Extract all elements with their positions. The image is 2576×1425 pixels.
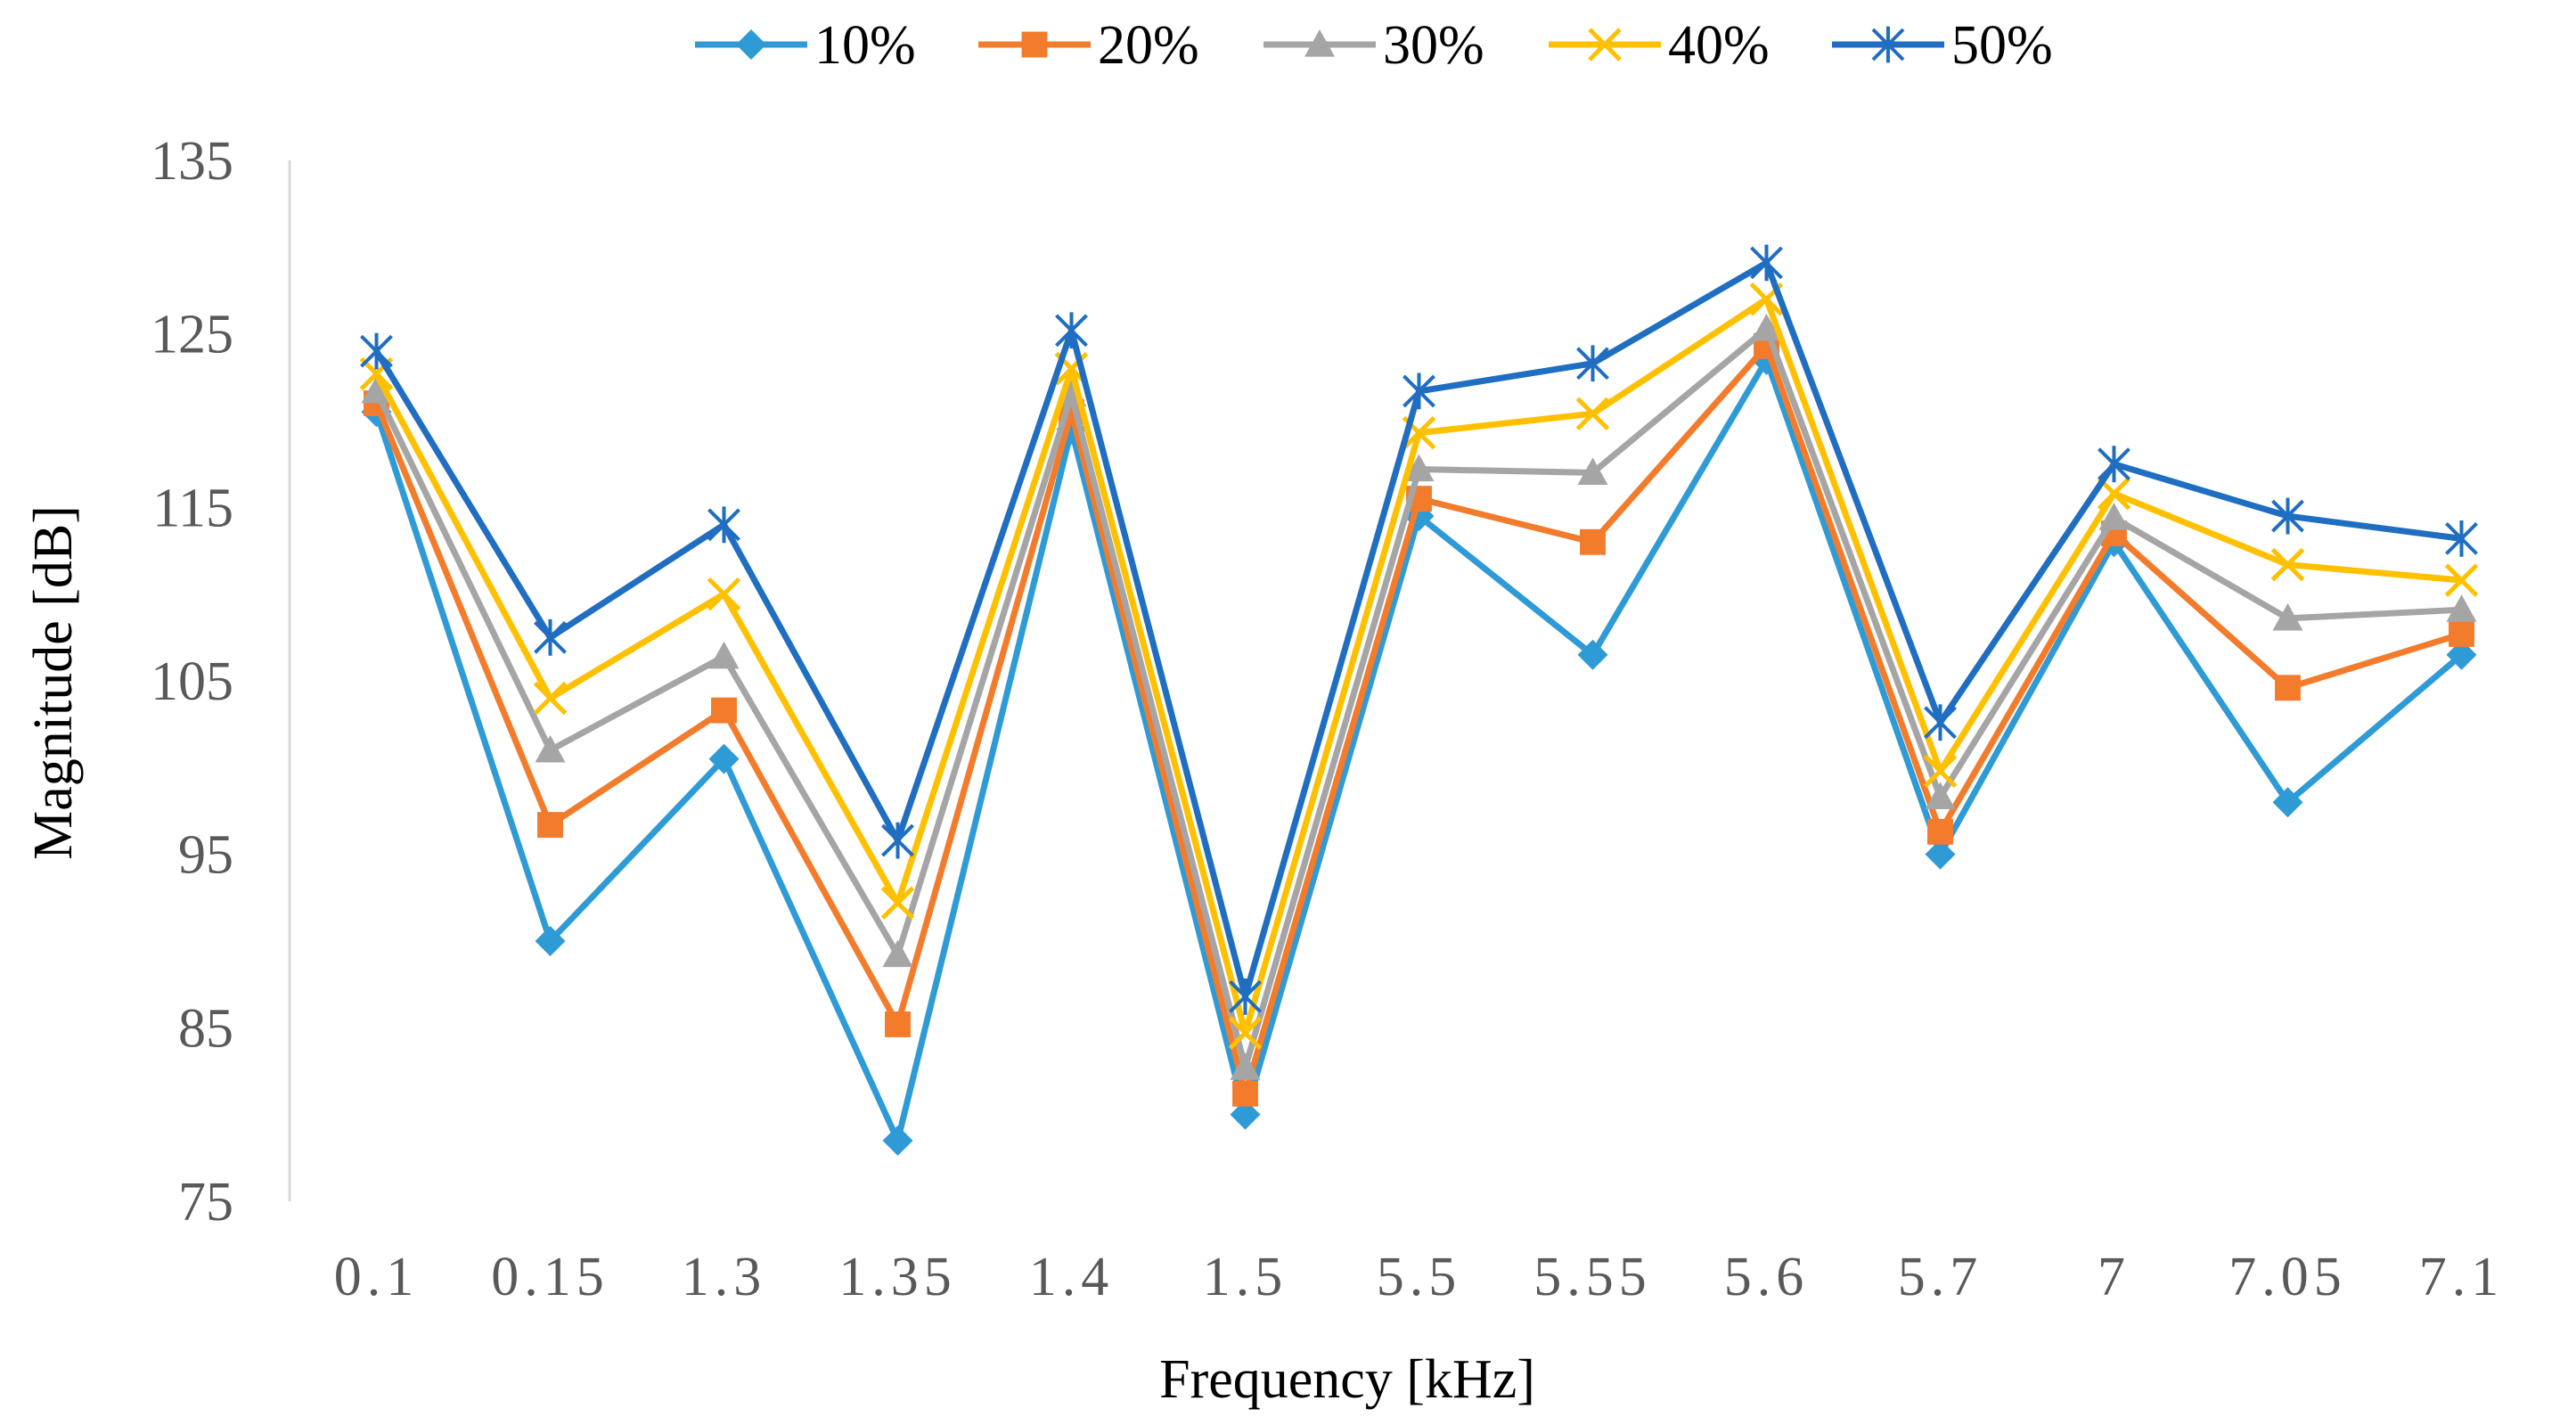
data-point — [2270, 547, 2305, 582]
data-point — [2446, 594, 2477, 622]
data-point — [360, 332, 393, 370]
data-point — [707, 506, 740, 544]
data-point — [881, 822, 914, 859]
legend-marker — [1304, 29, 1335, 57]
legend-marker — [736, 29, 766, 60]
y-tick-label: 125 — [151, 305, 233, 365]
legend-item: 50% — [1832, 15, 2053, 76]
data-point — [1924, 704, 1957, 741]
data-point — [708, 743, 740, 774]
x-tick-label: 5.55 — [1533, 1247, 1652, 1307]
data-point — [534, 618, 567, 656]
data-point — [2445, 520, 2478, 557]
x-tick-label: 1.5 — [1203, 1247, 1288, 1307]
data-point — [1750, 244, 1783, 282]
legend-marker — [1021, 31, 1048, 58]
y-tick-label: 85 — [178, 998, 233, 1059]
data-point — [885, 1011, 911, 1037]
legend-label: 10% — [814, 15, 916, 76]
data-point — [1575, 397, 1610, 430]
data-point — [882, 1125, 913, 1156]
legend-label: 30% — [1383, 15, 1484, 76]
legend: 10% 20% 30% 40% 50% — [695, 15, 2053, 76]
y-tick-label: 105 — [151, 651, 233, 712]
x-tick-label: 1.35 — [838, 1247, 957, 1307]
series-layer — [359, 244, 2479, 1156]
data-point — [535, 926, 566, 956]
data-point — [1927, 818, 1953, 845]
data-point — [535, 734, 566, 763]
data-point — [1577, 457, 1608, 485]
data-point — [2098, 446, 2130, 483]
data-point — [1229, 978, 1262, 1015]
data-point — [2446, 639, 2477, 670]
data-point — [2098, 503, 2130, 530]
data-point — [2271, 497, 2304, 535]
data-point — [1403, 454, 1435, 482]
data-point — [537, 812, 563, 839]
y-axis-title: Magnitude [dB] — [23, 505, 84, 860]
data-point — [2444, 563, 2479, 597]
data-point — [882, 939, 913, 968]
data-point — [1576, 345, 1609, 382]
legend-label: 20% — [1098, 15, 1199, 76]
x-axis-title: Frequency [kHz] — [1159, 1349, 1535, 1410]
y-tick-labels: 75 85 95 105 115 125 135 — [151, 131, 233, 1233]
data-point — [1580, 528, 1606, 555]
data-point — [1230, 1052, 1261, 1080]
x-tick-label: 0.15 — [491, 1247, 609, 1307]
x-tick-label: 1.3 — [682, 1247, 767, 1307]
data-point — [707, 577, 741, 611]
y-tick-label: 135 — [151, 131, 233, 192]
data-point — [2449, 620, 2474, 647]
data-point — [880, 886, 915, 920]
data-point — [1232, 1080, 1258, 1107]
series-20-percent — [364, 332, 2474, 1107]
series-40-percent — [359, 282, 2479, 1050]
legend-item: 40% — [1549, 15, 1770, 76]
data-point — [1230, 1099, 1261, 1130]
data-point — [1925, 782, 1956, 810]
data-point — [2275, 675, 2301, 701]
data-point — [1751, 313, 1782, 341]
x-tick-labels: 0.1 0.15 1.3 1.35 1.4 1.5 5.5 5.55 5.6 5.7 7 7.05 7.… — [334, 1247, 2505, 1307]
data-point — [1055, 312, 1088, 349]
data-point — [1577, 639, 1608, 670]
data-point — [1925, 839, 1956, 870]
data-point — [1923, 754, 1958, 788]
data-point — [533, 681, 568, 716]
legend-item: 10% — [695, 15, 916, 76]
data-point — [1402, 373, 1435, 410]
series-50-percent — [360, 244, 2478, 1015]
series-line — [373, 259, 2465, 1000]
legend-item: 20% — [978, 15, 1199, 76]
legend-marker — [1588, 28, 1622, 61]
y-tick-label: 115 — [152, 478, 233, 538]
x-tick-label: 5.5 — [1377, 1247, 1462, 1307]
data-point — [2272, 787, 2303, 818]
series-30-percent — [361, 313, 2477, 1080]
x-tick-label: 7.05 — [2228, 1247, 2347, 1307]
legend-label: 40% — [1668, 15, 1770, 76]
legend-label: 50% — [1951, 15, 2053, 76]
data-point — [1228, 1016, 1263, 1050]
legend-marker — [1871, 26, 1905, 63]
y-tick-label: 75 — [178, 1172, 233, 1233]
x-tick-label: 7.1 — [2419, 1247, 2505, 1307]
data-point — [2272, 602, 2303, 631]
legend-item: 30% — [1263, 15, 1484, 76]
x-tick-label: 1.4 — [1029, 1247, 1115, 1307]
x-tick-label: 7 — [2098, 1247, 2130, 1307]
x-tick-label: 5.7 — [1898, 1247, 1983, 1307]
x-tick-label: 5.6 — [1724, 1247, 1810, 1307]
data-point — [708, 641, 740, 669]
data-point — [711, 697, 737, 724]
x-tick-label: 0.1 — [334, 1247, 420, 1307]
data-point — [361, 375, 392, 404]
y-tick-label: 95 — [178, 825, 233, 886]
